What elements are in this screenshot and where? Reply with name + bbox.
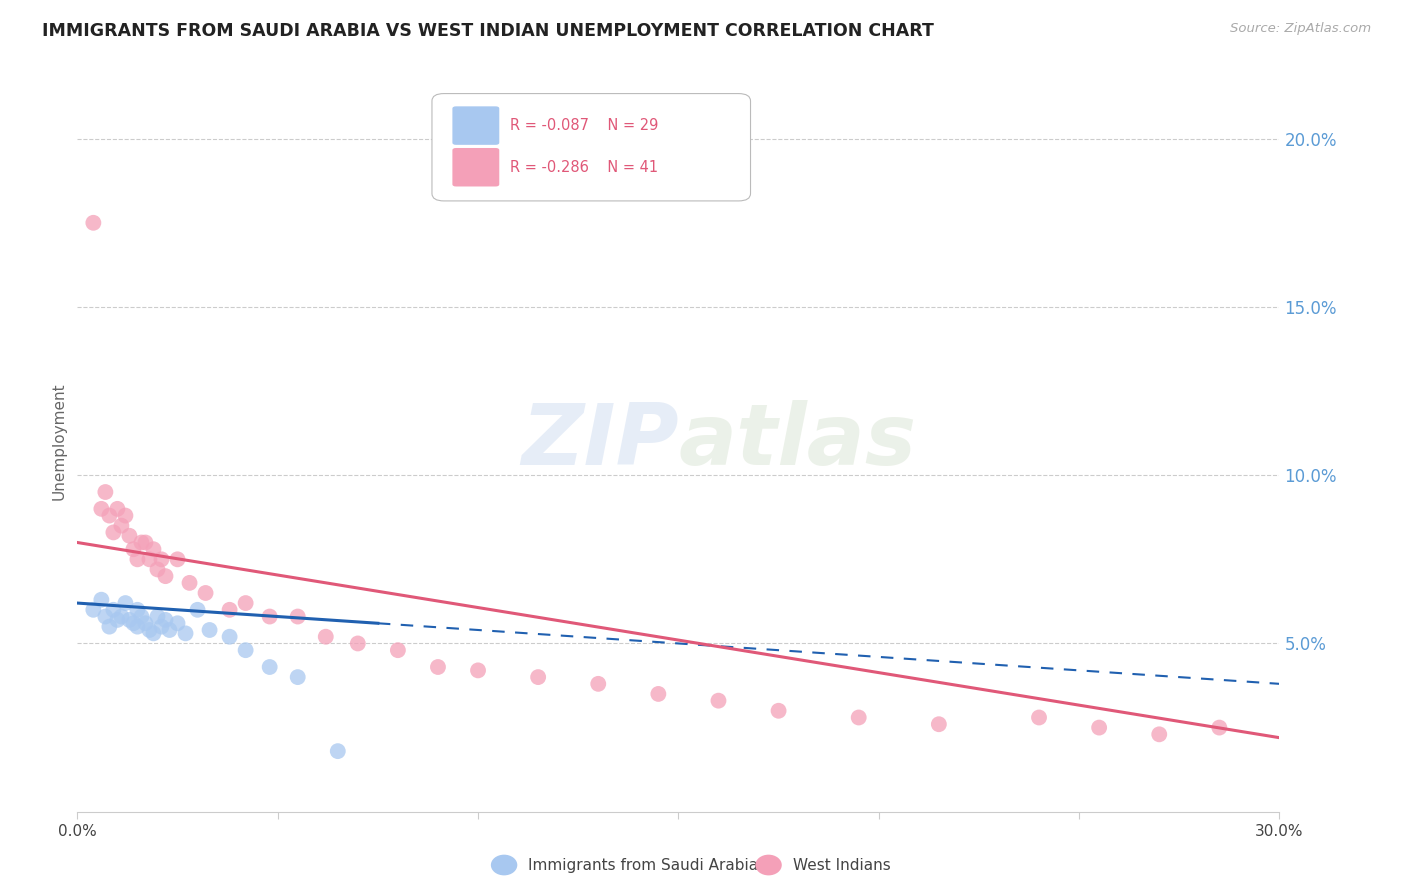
- Point: [150, 619, 173, 633]
- Point: [527, 670, 550, 684]
- Point: [198, 623, 221, 637]
- Point: [122, 616, 145, 631]
- Point: [138, 623, 160, 637]
- Text: ZIP: ZIP: [520, 400, 679, 483]
- Point: [98, 619, 121, 633]
- Text: R = -0.286    N = 41: R = -0.286 N = 41: [510, 160, 658, 175]
- Point: [166, 552, 188, 566]
- Point: [142, 626, 165, 640]
- Point: [134, 616, 156, 631]
- Point: [194, 586, 217, 600]
- Point: [134, 535, 156, 549]
- Point: [259, 609, 281, 624]
- Point: [1028, 710, 1050, 724]
- Ellipse shape: [491, 855, 517, 875]
- FancyBboxPatch shape: [453, 148, 499, 186]
- Point: [138, 552, 160, 566]
- Text: Immigrants from Saudi Arabia: Immigrants from Saudi Arabia: [529, 857, 758, 872]
- Point: [142, 542, 165, 557]
- Point: [94, 609, 117, 624]
- Point: [259, 660, 281, 674]
- Point: [127, 619, 149, 633]
- Point: [82, 216, 104, 230]
- Point: [127, 603, 149, 617]
- Point: [218, 603, 240, 617]
- Point: [82, 603, 104, 617]
- Text: Source: ZipAtlas.com: Source: ZipAtlas.com: [1230, 22, 1371, 36]
- Point: [768, 704, 790, 718]
- Point: [98, 508, 121, 523]
- Point: [159, 623, 181, 637]
- Point: [118, 529, 141, 543]
- Point: [235, 596, 257, 610]
- Point: [326, 744, 349, 758]
- Point: [235, 643, 257, 657]
- Point: [114, 596, 136, 610]
- Point: [94, 485, 117, 500]
- Y-axis label: Unemployment: Unemployment: [51, 383, 66, 500]
- Point: [187, 603, 209, 617]
- Point: [1149, 727, 1171, 741]
- Point: [107, 613, 129, 627]
- Text: IMMIGRANTS FROM SAUDI ARABIA VS WEST INDIAN UNEMPLOYMENT CORRELATION CHART: IMMIGRANTS FROM SAUDI ARABIA VS WEST IND…: [42, 22, 934, 40]
- Point: [707, 694, 730, 708]
- Point: [122, 542, 145, 557]
- Point: [848, 710, 870, 724]
- Text: atlas: atlas: [679, 400, 917, 483]
- Point: [107, 501, 129, 516]
- Point: [166, 616, 188, 631]
- Point: [146, 609, 169, 624]
- Point: [131, 535, 153, 549]
- Point: [588, 677, 610, 691]
- Point: [647, 687, 669, 701]
- Point: [110, 609, 132, 624]
- Point: [174, 626, 197, 640]
- Point: [315, 630, 337, 644]
- Point: [90, 592, 112, 607]
- Point: [467, 664, 489, 678]
- Point: [131, 609, 153, 624]
- Point: [90, 501, 112, 516]
- Point: [387, 643, 409, 657]
- Text: West Indians: West Indians: [793, 857, 890, 872]
- Point: [287, 670, 309, 684]
- Point: [110, 518, 132, 533]
- Point: [127, 552, 149, 566]
- Point: [114, 508, 136, 523]
- Point: [347, 636, 370, 650]
- Point: [287, 609, 309, 624]
- FancyBboxPatch shape: [453, 106, 499, 145]
- Point: [155, 613, 177, 627]
- Point: [1208, 721, 1230, 735]
- Point: [1088, 721, 1111, 735]
- Point: [103, 603, 125, 617]
- Point: [928, 717, 950, 731]
- Ellipse shape: [755, 855, 782, 875]
- Point: [218, 630, 240, 644]
- Point: [150, 552, 173, 566]
- Point: [179, 575, 201, 590]
- Point: [146, 562, 169, 576]
- FancyBboxPatch shape: [432, 94, 751, 201]
- Text: R = -0.087    N = 29: R = -0.087 N = 29: [510, 118, 658, 133]
- Point: [103, 525, 125, 540]
- Point: [155, 569, 177, 583]
- Point: [427, 660, 450, 674]
- Point: [118, 613, 141, 627]
